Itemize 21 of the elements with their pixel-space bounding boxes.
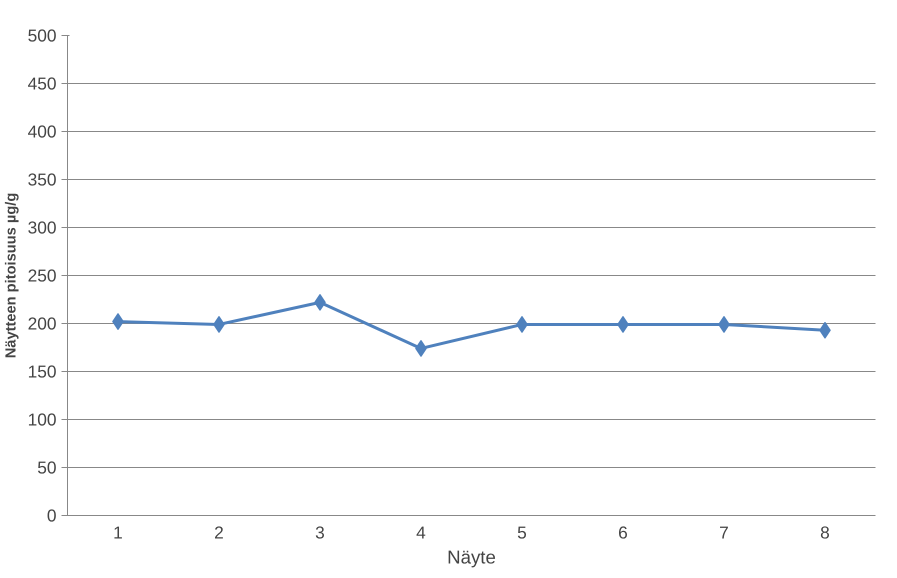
y-tick-label: 500 — [28, 26, 57, 46]
x-tick-label: 3 — [315, 522, 325, 542]
y-tick-label: 100 — [28, 410, 57, 430]
x-tick-label: 6 — [618, 522, 628, 542]
x-tick-label: 4 — [416, 522, 426, 542]
x-tick-label: 5 — [517, 522, 527, 542]
x-tick-label: 2 — [214, 522, 224, 542]
x-tick-label: 7 — [719, 522, 729, 542]
y-axis-title: Näytteen pitoisuus µg/g — [4, 192, 20, 358]
y-tick-label: 300 — [28, 218, 57, 238]
y-tick-label: 450 — [28, 74, 57, 94]
x-axis-title: Näyte — [447, 546, 496, 568]
x-tick-label: 1 — [113, 522, 123, 542]
y-tick-label: 250 — [28, 266, 57, 286]
y-tick-label: 200 — [28, 314, 57, 334]
y-tick-label: 0 — [46, 506, 57, 526]
y-tick-label: 350 — [28, 170, 57, 190]
y-tick-label: 50 — [37, 458, 57, 478]
y-tick-label: 150 — [28, 362, 57, 382]
x-tick-label: 8 — [820, 522, 830, 542]
y-tick-label: 400 — [28, 122, 57, 142]
